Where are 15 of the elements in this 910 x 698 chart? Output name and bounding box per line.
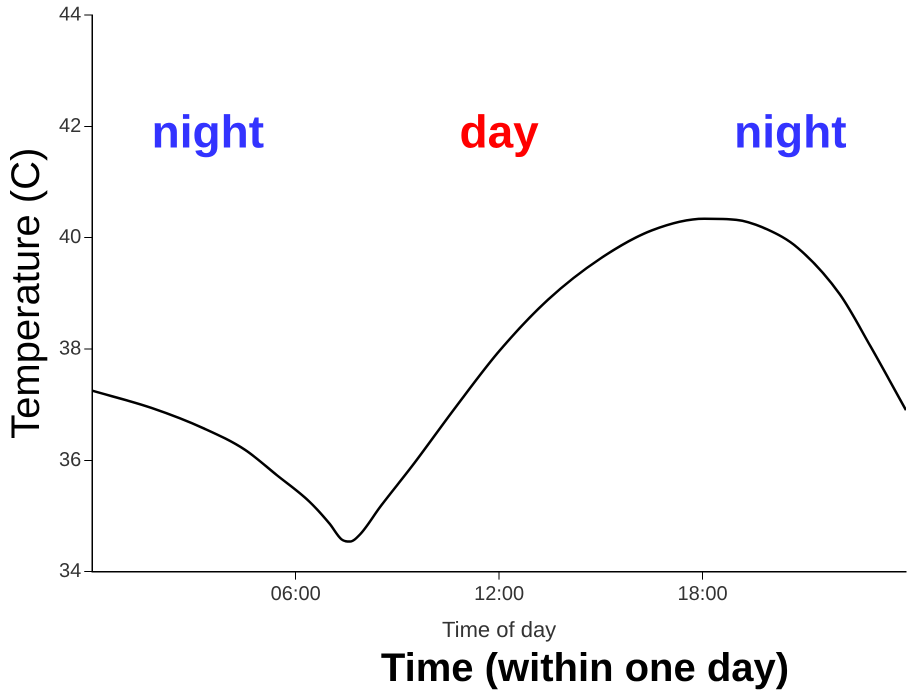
- annotation: night: [152, 106, 264, 158]
- y-tick-label: 40: [58, 226, 82, 248]
- x-tick-label: 12:00: [474, 583, 524, 606]
- y-tick-label: 36: [58, 448, 82, 471]
- y-tick-label: 38: [58, 337, 82, 360]
- y-tick-label: 34: [58, 560, 82, 582]
- x-axis-title: Time of day: [442, 616, 556, 642]
- x-tick-label: 06:00: [270, 583, 321, 606]
- annotation: night: [734, 106, 847, 158]
- y-tick-label: 42: [58, 114, 82, 137]
- text: Time (within one day): [380, 646, 790, 690]
- y-axis-title: Temperature (C): [4, 148, 48, 439]
- y-tick-label: 44: [58, 4, 82, 26]
- annotation: day: [459, 106, 540, 158]
- x-tick-label: 18:00: [678, 583, 728, 606]
